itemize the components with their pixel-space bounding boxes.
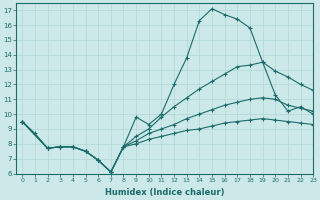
X-axis label: Humidex (Indice chaleur): Humidex (Indice chaleur) [105, 188, 224, 197]
